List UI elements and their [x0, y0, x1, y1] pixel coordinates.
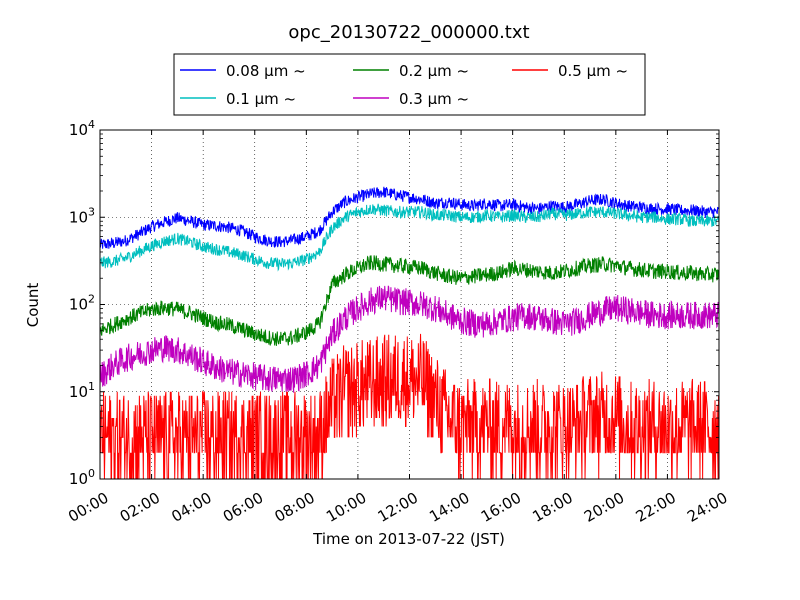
x-tick-label: 14:00 [426, 489, 472, 526]
legend-label: 0.5 μm ~ [558, 62, 628, 80]
x-tick-label: 12:00 [375, 489, 421, 526]
y-axis-title: Count [24, 283, 42, 328]
series-line [100, 186, 719, 249]
legend-label: 0.08 μm ~ [226, 62, 306, 80]
series-line [100, 333, 719, 479]
x-tick-label: 24:00 [684, 489, 730, 526]
legend-box [173, 53, 646, 116]
x-tick-label: 06:00 [220, 489, 266, 526]
x-tick-label: 22:00 [633, 489, 679, 526]
series-line [100, 255, 719, 346]
x-tick-label: 04:00 [168, 489, 214, 526]
y-tick-label: 101 [69, 380, 95, 401]
x-tick-label: 16:00 [478, 489, 524, 526]
x-tick-label: 18:00 [529, 489, 575, 526]
y-tick-label: 104 [69, 118, 95, 139]
y-tick-label: 103 [69, 205, 95, 226]
x-tick-label: 08:00 [271, 489, 317, 526]
x-tick-label: 10:00 [323, 489, 369, 526]
x-tick-label: 20:00 [581, 489, 627, 526]
series-layer [100, 186, 719, 479]
chart-title: opc_20130722_000000.txt [288, 22, 529, 43]
y-tick-label: 102 [69, 293, 95, 314]
x-tick-label: 00:00 [65, 489, 111, 526]
y-tick-label: 100 [69, 467, 95, 488]
x-tick-label: 02:00 [117, 489, 163, 526]
y-axis-ticks: 100 101 102 103 104 [69, 118, 719, 488]
series-line [100, 285, 719, 393]
legend-label: 0.3 μm ~ [399, 90, 469, 108]
series-line [100, 203, 719, 272]
legend-label: 0.1 μm ~ [226, 90, 296, 108]
x-axis-title: Time on 2013-07-22 (JST) [312, 530, 505, 548]
legend-label: 0.2 μm ~ [399, 62, 469, 80]
legend: 0.08 μm ~ 0.1 μm ~ 0.2 μm ~ 0.3 μm ~ 0.5 μm … [173, 53, 646, 116]
